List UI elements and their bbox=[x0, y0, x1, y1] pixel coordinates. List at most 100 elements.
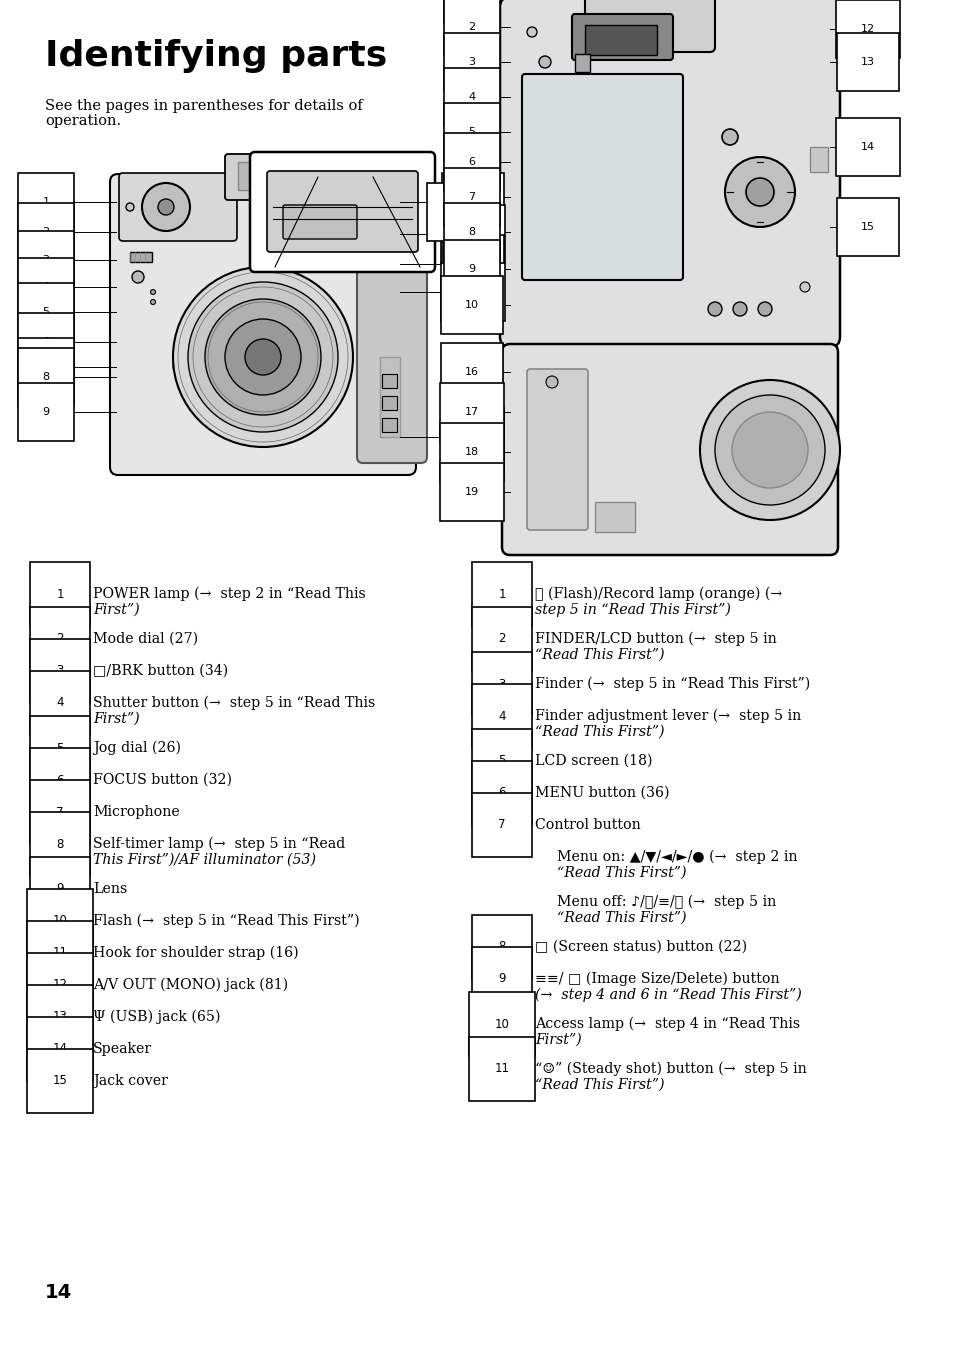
Text: 8: 8 bbox=[42, 372, 50, 383]
Text: operation.: operation. bbox=[45, 114, 121, 128]
Text: 15: 15 bbox=[52, 1075, 68, 1087]
Text: ≡≡/ □ (Image Size/Delete) button: ≡≡/ □ (Image Size/Delete) button bbox=[535, 972, 779, 987]
Text: 7: 7 bbox=[42, 362, 50, 372]
Text: 15: 15 bbox=[465, 432, 479, 442]
Circle shape bbox=[188, 282, 337, 432]
FancyBboxPatch shape bbox=[584, 0, 714, 52]
FancyBboxPatch shape bbox=[250, 152, 435, 271]
Text: 1: 1 bbox=[43, 197, 50, 208]
Bar bbox=[130, 252, 152, 262]
Circle shape bbox=[700, 380, 840, 520]
Text: 4: 4 bbox=[56, 696, 64, 710]
Text: Jog dial (26): Jog dial (26) bbox=[92, 741, 181, 756]
FancyBboxPatch shape bbox=[110, 174, 416, 475]
Text: 6: 6 bbox=[56, 773, 64, 787]
FancyBboxPatch shape bbox=[283, 205, 356, 239]
Text: Speaker: Speaker bbox=[92, 1042, 152, 1056]
Circle shape bbox=[745, 178, 773, 206]
FancyBboxPatch shape bbox=[526, 369, 587, 531]
Text: 17: 17 bbox=[464, 407, 478, 417]
Text: See the pages in parentheses for details of: See the pages in parentheses for details… bbox=[45, 99, 362, 113]
FancyBboxPatch shape bbox=[356, 195, 427, 463]
Circle shape bbox=[158, 199, 173, 214]
Text: “Read This First”): “Read This First”) bbox=[557, 866, 686, 879]
Circle shape bbox=[732, 303, 746, 316]
Text: 2: 2 bbox=[42, 227, 50, 237]
Circle shape bbox=[374, 204, 392, 221]
Text: 2: 2 bbox=[497, 632, 505, 646]
Text: 6: 6 bbox=[468, 157, 475, 167]
Text: 12: 12 bbox=[860, 24, 874, 34]
Text: “Read This First”): “Read This First”) bbox=[535, 1077, 664, 1092]
Text: 6: 6 bbox=[43, 337, 50, 347]
Circle shape bbox=[126, 204, 133, 210]
Text: 11: 11 bbox=[465, 197, 479, 208]
Text: Ψ (USB) jack (65): Ψ (USB) jack (65) bbox=[92, 1010, 220, 1025]
FancyBboxPatch shape bbox=[572, 14, 672, 60]
Text: 12: 12 bbox=[52, 978, 68, 992]
Text: Identifying parts: Identifying parts bbox=[45, 39, 387, 73]
FancyBboxPatch shape bbox=[119, 172, 236, 242]
Circle shape bbox=[526, 27, 537, 37]
Text: Flash (→  step 5 in “Read This First”): Flash (→ step 5 in “Read This First”) bbox=[92, 915, 359, 928]
Text: 16: 16 bbox=[464, 366, 478, 377]
Text: FINDER/LCD button (→  step 5 in: FINDER/LCD button (→ step 5 in bbox=[535, 632, 776, 646]
Bar bbox=[809, 147, 827, 172]
Text: First”): First”) bbox=[92, 712, 139, 726]
Circle shape bbox=[245, 339, 281, 375]
Text: POWER lamp (→  step 2 in “Read This: POWER lamp (→ step 2 in “Read This bbox=[92, 588, 365, 601]
Text: 10: 10 bbox=[464, 300, 478, 309]
FancyBboxPatch shape bbox=[521, 75, 682, 280]
Text: 11: 11 bbox=[52, 946, 68, 959]
Text: 7: 7 bbox=[56, 806, 64, 818]
Text: 13: 13 bbox=[861, 57, 874, 66]
Text: “Read This First”): “Read This First”) bbox=[535, 725, 664, 740]
Text: 5: 5 bbox=[43, 307, 50, 318]
Text: 11: 11 bbox=[861, 0, 874, 1]
Text: 2: 2 bbox=[56, 632, 64, 646]
FancyBboxPatch shape bbox=[225, 153, 331, 199]
Text: 12: 12 bbox=[465, 229, 479, 239]
Text: 9: 9 bbox=[468, 265, 475, 274]
Text: 5: 5 bbox=[56, 741, 64, 754]
Circle shape bbox=[132, 271, 144, 284]
Text: 18: 18 bbox=[464, 446, 478, 457]
FancyBboxPatch shape bbox=[267, 171, 417, 252]
Bar bbox=[379, 357, 399, 437]
Circle shape bbox=[172, 362, 183, 372]
Text: 5: 5 bbox=[497, 754, 505, 768]
Text: 10: 10 bbox=[52, 915, 68, 927]
Text: 9: 9 bbox=[56, 882, 64, 896]
Text: 4: 4 bbox=[497, 710, 505, 722]
Text: Jack cover: Jack cover bbox=[92, 1073, 168, 1088]
Text: 3: 3 bbox=[43, 255, 50, 265]
Circle shape bbox=[714, 395, 824, 505]
Bar bbox=[381, 396, 396, 410]
Text: step 5 in “Read This First”): step 5 in “Read This First”) bbox=[535, 603, 730, 617]
Text: 19: 19 bbox=[464, 487, 478, 497]
Text: 7: 7 bbox=[468, 191, 475, 202]
FancyBboxPatch shape bbox=[501, 345, 837, 555]
Text: MENU button (36): MENU button (36) bbox=[535, 786, 669, 801]
Bar bbox=[237, 161, 317, 190]
Text: This First”)/AF illuminator (53): This First”)/AF illuminator (53) bbox=[92, 854, 315, 867]
Text: A/V OUT (MONO) jack (81): A/V OUT (MONO) jack (81) bbox=[92, 978, 288, 992]
Text: First”): First”) bbox=[92, 603, 139, 617]
Text: Hook for shoulder strap (16): Hook for shoulder strap (16) bbox=[92, 946, 298, 961]
Circle shape bbox=[142, 183, 190, 231]
Circle shape bbox=[800, 282, 809, 292]
Text: 14: 14 bbox=[45, 1282, 72, 1301]
Circle shape bbox=[707, 303, 721, 316]
Circle shape bbox=[205, 299, 320, 415]
Text: □ (Screen status) button (22): □ (Screen status) button (22) bbox=[535, 940, 746, 954]
Text: Lens: Lens bbox=[92, 882, 127, 896]
Text: 3: 3 bbox=[468, 57, 475, 66]
Circle shape bbox=[151, 300, 155, 304]
Text: 7: 7 bbox=[497, 818, 505, 832]
Text: Access lamp (→  step 4 in “Read This: Access lamp (→ step 4 in “Read This bbox=[535, 1016, 800, 1031]
Circle shape bbox=[758, 303, 771, 316]
Text: Menu on: ▲/▼/◄/►/● (→  step 2 in: Menu on: ▲/▼/◄/►/● (→ step 2 in bbox=[557, 849, 797, 864]
Circle shape bbox=[225, 319, 301, 395]
Text: 15: 15 bbox=[861, 223, 874, 232]
Circle shape bbox=[545, 376, 558, 388]
